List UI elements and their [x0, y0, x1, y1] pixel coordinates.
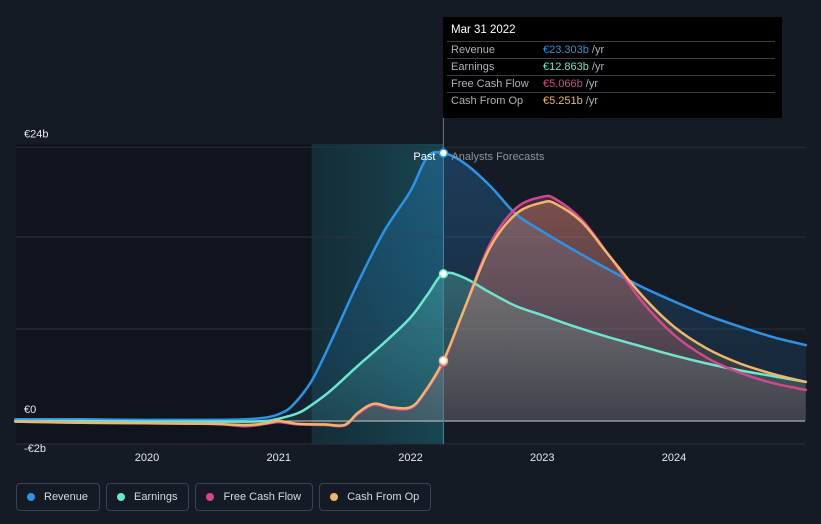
y-tick-label: €0	[24, 404, 36, 416]
tooltip-unit: /yr	[585, 78, 598, 90]
series-marker	[438, 269, 449, 279]
series-area-cash-from-op	[15, 201, 806, 426]
tooltip-row-free-cash-flow: Free Cash Flow €5.066b/yr	[447, 75, 775, 93]
tooltip-unit: /yr	[591, 61, 605, 73]
series-line-earnings	[14, 271, 808, 423]
tooltip-value: €5.066b	[543, 78, 583, 90]
tooltip-label: Earnings	[451, 61, 495, 73]
past-label: Past	[413, 151, 435, 163]
x-tick-label: 2023	[530, 452, 554, 464]
x-tick-label: 2020	[135, 452, 159, 464]
x-tick-label: 2024	[662, 452, 686, 464]
tooltip-value-wrap: €5.066b/yr	[543, 78, 598, 90]
legend-item-cash-from-op[interactable]: Cash From Op	[319, 483, 432, 511]
tooltip-unit: /yr	[591, 44, 605, 56]
tooltip-label: Free Cash Flow	[451, 78, 529, 90]
legend-dot-icon	[330, 493, 339, 501]
legend-label: Earnings	[134, 491, 178, 503]
tooltip-value: €5.251b	[543, 95, 583, 107]
x-tick-label: 2021	[267, 452, 291, 464]
tooltip-date: Mar 31 2022	[451, 24, 516, 36]
legend-item-free-cash-flow[interactable]: Free Cash Flow	[195, 483, 314, 511]
y-tick-label: -€2b	[24, 443, 46, 455]
legend-label: Free Cash Flow	[223, 491, 302, 503]
series-marker	[438, 148, 449, 158]
tooltip-label: Revenue	[451, 44, 496, 56]
forecast-label: Analysts Forecasts	[451, 151, 544, 163]
tooltip: Mar 31 2022 Revenue €23.303b/yr Earnings…	[443, 17, 782, 118]
tooltip-value-wrap: €5.251b/yr	[543, 95, 598, 107]
tooltip-row-earnings: Earnings €12.863b/yr	[447, 58, 775, 76]
financial-chart: €24b €0 -€2b 2020 2021 2022 2023 2024 Past Analys…	[14, 118, 808, 464]
tooltip-row-cash-from-op: Cash From Op €5.251b/yr	[447, 92, 775, 110]
legend-dot-icon	[27, 493, 35, 501]
series-marker	[438, 355, 449, 366]
tooltip-value-wrap: €23.303b/yr	[543, 44, 604, 56]
x-tick-label: 2022	[398, 452, 422, 464]
legend-dot-icon	[117, 493, 126, 501]
tooltip-label: Cash From Op	[451, 95, 524, 107]
y-tick-label: €24b	[24, 128, 48, 140]
tooltip-row-revenue: Revenue €23.303b/yr	[447, 41, 775, 59]
tooltip-value: €12.863b	[543, 61, 589, 73]
series-line-revenue	[14, 150, 808, 422]
legend-dot-icon	[206, 493, 215, 501]
legend-item-revenue[interactable]: Revenue	[16, 483, 101, 511]
tooltip-value: €23.303b	[543, 44, 589, 56]
series-line-cash-from-op	[14, 199, 808, 427]
legend-label: Revenue	[44, 491, 89, 503]
legend-label: Cash From Op	[347, 491, 420, 503]
legend-item-earnings[interactable]: Earnings	[106, 483, 190, 511]
tooltip-unit: /yr	[585, 95, 598, 107]
legend: Revenue Earnings Free Cash Flow Cash Fro…	[16, 483, 432, 511]
tooltip-value-wrap: €12.863b/yr	[543, 61, 604, 73]
